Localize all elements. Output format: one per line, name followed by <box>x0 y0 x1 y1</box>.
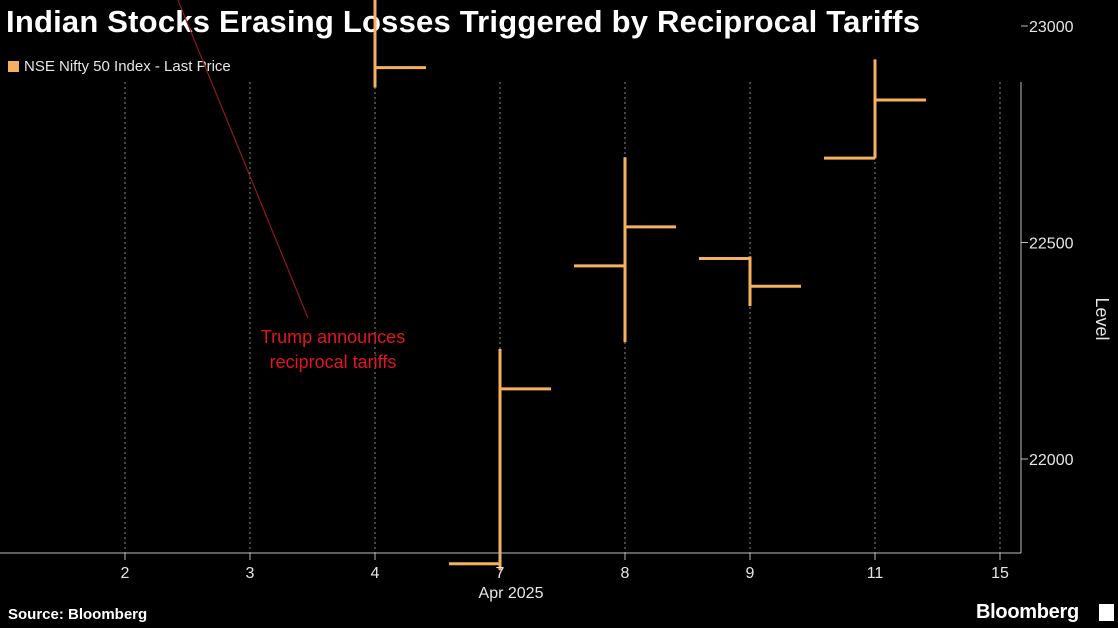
x-tick-label-9: 9 <box>746 565 755 582</box>
source-note: Source: Bloomberg <box>8 606 148 623</box>
x-tick-label-15: 15 <box>991 565 1009 582</box>
x-tick-label-7: 7 <box>496 565 505 582</box>
x-tick-label-8: 8 <box>621 565 630 582</box>
annotation-leader <box>177 0 309 319</box>
chart-title: Indian Stocks Erasing Losses Triggered b… <box>6 4 921 39</box>
brand-logo: Bloomberg <box>976 601 1079 623</box>
y-axis-label: Level <box>1092 297 1112 340</box>
ohlc-bar-9 <box>699 256 801 307</box>
annotation: Trump announces reciprocal tariffs <box>177 0 405 372</box>
y-tick-label-23000: 23000 <box>1029 19 1074 36</box>
brand-icon <box>1099 604 1114 621</box>
annotation-text-line-2: reciprocal tariffs <box>270 352 397 372</box>
x-tick-label-2: 2 <box>121 565 130 582</box>
ohlc-bar-4 <box>373 0 426 88</box>
legend-swatch <box>8 60 19 72</box>
ohlc-bar-11 <box>824 59 926 160</box>
y-tick-label-22000: 22000 <box>1029 452 1074 469</box>
axes: 220002250023000235002347891115Apr 2025Le… <box>0 19 1112 602</box>
y-tick-label-22500: 22500 <box>1029 236 1074 253</box>
annotation-text-line-1: Trump announces <box>261 327 405 347</box>
ohlc-bar-7 <box>449 349 551 571</box>
x-tick-label-11: 11 <box>867 565 884 582</box>
legend-label: NSE Nifty 50 Index - Last Price <box>24 57 231 75</box>
x-tick-label-4: 4 <box>371 565 380 582</box>
price-bars <box>373 0 926 571</box>
x-axis-label: Apr 2025 <box>479 585 544 602</box>
grid-lines <box>124 82 1001 553</box>
x-tick-label-3: 3 <box>246 565 255 582</box>
legend: NSE Nifty 50 Index - Last Price <box>8 56 231 76</box>
ohlc-bar-8 <box>574 157 676 343</box>
